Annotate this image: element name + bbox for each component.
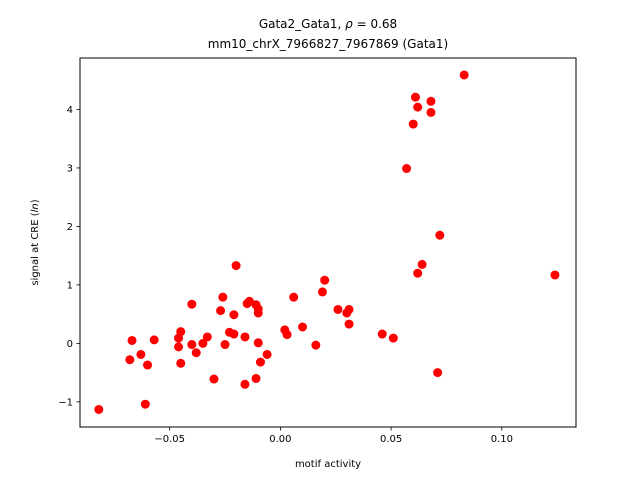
- plot-frame: [79, 57, 577, 428]
- data-point-13: [191, 348, 201, 358]
- y-axis-ticks: −1 0 1 2 3 4: [58, 105, 80, 408]
- y-axis-label: signal at CRE (ln): [30, 199, 41, 285]
- data-point-39: [311, 340, 321, 350]
- y-tick-label-1: 0: [67, 339, 73, 350]
- data-point-19: [220, 340, 230, 350]
- data-point-58: [459, 70, 469, 80]
- data-point-52: [413, 268, 423, 278]
- data-point-31: [253, 308, 263, 318]
- chart-title-line2: mm10_chrX_7966827_7967869 (Gata1): [208, 37, 448, 51]
- data-point-29: [251, 373, 261, 383]
- y-tick-label-4: 3: [67, 163, 73, 174]
- chart-title-rho-symbol: ρ: [345, 17, 353, 31]
- y-tick-label-3: 2: [67, 222, 73, 233]
- data-point-45: [344, 319, 354, 329]
- x-tick-label-2: 0.05: [380, 434, 402, 445]
- data-point-41: [320, 275, 330, 285]
- data-point-34: [262, 349, 272, 359]
- data-point-37: [289, 292, 299, 302]
- data-points: [94, 70, 560, 414]
- chart-title-prefix: Gata2_Gata1,: [259, 17, 345, 31]
- data-point-57: [435, 230, 445, 240]
- data-point-3: [136, 349, 146, 359]
- data-point-55: [426, 107, 436, 117]
- data-point-53: [417, 259, 427, 269]
- data-point-33: [255, 357, 265, 367]
- data-point-15: [202, 332, 212, 342]
- chart-title-line1: Gata2_Gata1, ρ = 0.68: [259, 17, 397, 31]
- data-point-21: [229, 310, 239, 320]
- data-point-10: [176, 358, 186, 368]
- x-axis-label: motif activity: [295, 459, 361, 470]
- data-point-23: [231, 261, 241, 271]
- y-axis-label-prefix: signal at CRE (: [30, 212, 41, 285]
- data-point-1: [125, 355, 135, 365]
- data-point-17: [216, 306, 226, 316]
- data-point-14: [198, 338, 208, 348]
- data-point-47: [388, 333, 398, 343]
- chart-title-rho-value: = 0.68: [353, 17, 397, 31]
- y-axis-label-italic: ln: [30, 203, 41, 212]
- data-point-25: [240, 379, 250, 389]
- data-point-22: [229, 329, 239, 339]
- data-point-51: [413, 102, 423, 112]
- data-point-6: [149, 335, 159, 345]
- data-point-56: [433, 368, 443, 378]
- x-axis-ticks: −0.05 0.00 0.05 0.10: [154, 427, 513, 445]
- x-tick-label-1: 0.00: [269, 434, 291, 445]
- data-point-49: [408, 119, 418, 129]
- data-point-7: [174, 342, 184, 352]
- data-point-46: [377, 329, 387, 339]
- data-point-0: [94, 404, 104, 414]
- data-point-44: [344, 304, 354, 314]
- y-axis-label-suffix: ): [30, 199, 41, 203]
- data-point-12: [187, 340, 197, 350]
- data-point-48: [402, 164, 412, 174]
- data-point-50: [410, 92, 420, 102]
- data-point-38: [298, 322, 308, 332]
- x-tick-label-0: −0.05: [154, 434, 185, 445]
- data-point-11: [187, 299, 197, 309]
- data-point-40: [317, 287, 327, 297]
- data-point-32: [253, 338, 263, 348]
- data-point-4: [140, 399, 150, 409]
- data-point-36: [282, 330, 292, 340]
- data-point-9: [176, 327, 186, 337]
- data-point-24: [240, 332, 250, 342]
- y-tick-label-5: 4: [67, 105, 73, 116]
- data-point-16: [209, 374, 219, 384]
- x-tick-label-3: 0.10: [491, 434, 513, 445]
- data-point-27: [244, 296, 254, 306]
- y-tick-label-2: 1: [67, 280, 73, 291]
- data-point-5: [143, 360, 153, 370]
- data-point-18: [218, 292, 228, 302]
- data-point-2: [127, 335, 137, 345]
- y-tick-label-0: −1: [58, 397, 73, 408]
- data-point-59: [550, 270, 560, 280]
- data-point-54: [426, 96, 436, 106]
- data-point-42: [333, 304, 343, 314]
